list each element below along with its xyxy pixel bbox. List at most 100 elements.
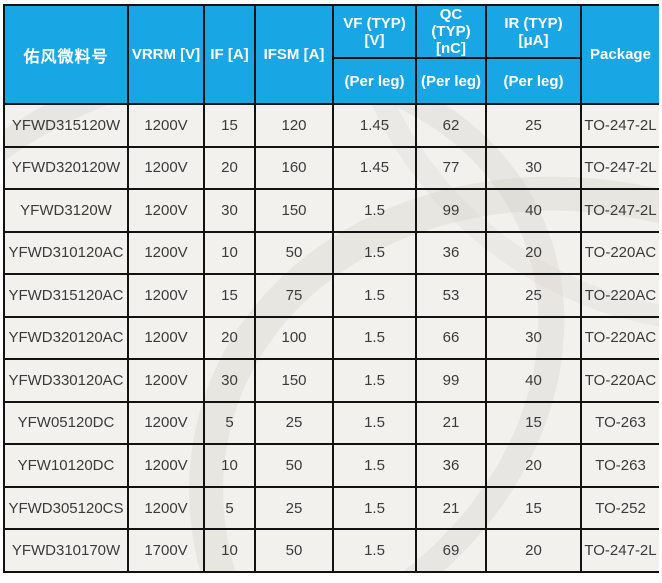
part-number-cell: YFW10120DC xyxy=(3,443,129,488)
table-cell: 21 xyxy=(415,485,487,531)
table-row: YFWD310120AC 1200V 10 50 1.5 36 20 TO-220AC xyxy=(3,230,659,276)
part-number-cell: YFWD315120AC xyxy=(3,273,129,318)
col-header-ifsm: IFSM [A] xyxy=(254,4,334,105)
part-number-cell: YFWD320120AC xyxy=(3,315,129,361)
table-cell: 50 xyxy=(254,230,334,276)
table-cell: 53 xyxy=(415,273,487,318)
table-row: YFWD320120AC 1200V 20 100 1.5 66 30 TO-220AC xyxy=(3,315,659,361)
col-header-vf: VF (TYP) [V] xyxy=(332,4,417,59)
table-cell: 20 xyxy=(203,315,256,361)
table-cell: 1200V xyxy=(127,103,205,148)
table-cell: TO-220AC xyxy=(580,230,659,276)
table-cell: 1.5 xyxy=(332,443,417,488)
table-cell: 21 xyxy=(415,400,487,446)
table-cell: 150 xyxy=(254,358,334,403)
table-cell: 1200V xyxy=(127,400,205,446)
table-row: YFWD3120W 1200V 30 150 1.5 99 40 TO-247-2L xyxy=(3,188,659,233)
table-cell: 69 xyxy=(415,528,487,573)
table-cell: 50 xyxy=(254,528,334,573)
col-header-part-number: 佑风微料号 xyxy=(3,4,129,105)
part-number-cell: YFW05120DC xyxy=(3,400,129,446)
table-cell: 36 xyxy=(415,443,487,488)
table-cell: TO-263 xyxy=(580,443,659,488)
part-number-cell: YFWD310170W xyxy=(3,528,129,573)
table-cell: 99 xyxy=(415,188,487,233)
table-cell: 25 xyxy=(485,273,582,318)
table-cell: TO-247-2L xyxy=(580,528,659,573)
table-cell: 25 xyxy=(254,485,334,531)
table-cell: 36 xyxy=(415,230,487,276)
table-cell: 40 xyxy=(485,358,582,403)
col-header-vrrm: VRRM [V] xyxy=(127,4,205,105)
table-cell: 1200V xyxy=(127,485,205,531)
product-selection-table: 佑风微料号 VRRM [V] IF [A] IFSM [A] VF (TYP) … xyxy=(3,4,659,573)
part-number-cell: YFWD3120W xyxy=(3,188,129,233)
part-number-cell: YFWD330120AC xyxy=(3,358,129,403)
table-cell: 5 xyxy=(203,485,256,531)
table-cell: 1.5 xyxy=(332,485,417,531)
table-cell: 1.45 xyxy=(332,145,417,191)
table-cell: TO-220AC xyxy=(580,273,659,318)
table-cell: TO-247-2L xyxy=(580,188,659,233)
table-cell: TO-220AC xyxy=(580,358,659,403)
table-row: YFWD315120AC 1200V 15 75 1.5 53 25 TO-220AC xyxy=(3,273,659,318)
col-header-package: Package xyxy=(580,4,659,105)
part-number-cell: YFWD315120W xyxy=(3,103,129,148)
table-cell: 62 xyxy=(415,103,487,148)
table-cell: TO-247-2L xyxy=(580,103,659,148)
col-subheader-ir-perleg: (Per leg) xyxy=(485,57,582,105)
table-cell: 1.5 xyxy=(332,273,417,318)
table-cell: 40 xyxy=(485,188,582,233)
table-cell: 1.5 xyxy=(332,315,417,361)
table-cell: 20 xyxy=(203,145,256,191)
part-number-cell: YFWD310120AC xyxy=(3,230,129,276)
table-cell: 1.5 xyxy=(332,188,417,233)
table-cell: 120 xyxy=(254,103,334,148)
table-cell: 1200V xyxy=(127,443,205,488)
part-number-cell: YFWD305120CS xyxy=(3,485,129,531)
table-cell: TO-247-2L xyxy=(580,145,659,191)
table-cell: 1.45 xyxy=(332,103,417,148)
table-cell: 1.5 xyxy=(332,528,417,573)
col-subheader-qc-perleg: (Per leg) xyxy=(415,57,487,105)
table-cell: TO-220AC xyxy=(580,315,659,361)
table-body: YFWD315120W 1200V 15 120 1.45 62 25 TO-247-2L YF… xyxy=(3,103,659,573)
table-cell: TO-252 xyxy=(580,485,659,531)
part-number-cell: YFWD320120W xyxy=(3,145,129,191)
table-cell: 50 xyxy=(254,443,334,488)
col-header-if: IF [A] xyxy=(203,4,256,105)
table-cell: 25 xyxy=(485,103,582,148)
table-cell: 77 xyxy=(415,145,487,191)
table-row: YFWD330120AC 1200V 30 150 1.5 99 40 TO-220AC xyxy=(3,358,659,403)
table-cell: 75 xyxy=(254,273,334,318)
table-cell: 1200V xyxy=(127,230,205,276)
table-cell: 30 xyxy=(485,145,582,191)
table-cell: 15 xyxy=(203,103,256,148)
table-cell: 99 xyxy=(415,358,487,403)
table-row: YFW05120DC 1200V 5 25 1.5 21 15 TO-263 xyxy=(3,400,659,446)
table-cell: 10 xyxy=(203,528,256,573)
col-header-qc: QC (TYP) [nC] xyxy=(415,4,487,59)
table-cell: 20 xyxy=(485,230,582,276)
table-cell: 20 xyxy=(485,443,582,488)
table-cell: 1200V xyxy=(127,358,205,403)
table-header: 佑风微料号 VRRM [V] IF [A] IFSM [A] VF (TYP) … xyxy=(3,4,659,105)
header-row-perleg: (Per leg) (Per leg) (Per leg) xyxy=(4,57,659,105)
col-header-ir: IR (TYP) [μA] xyxy=(485,4,582,59)
col-subheader-vf-perleg: (Per leg) xyxy=(332,57,417,105)
table-cell: 15 xyxy=(203,273,256,318)
table-cell: 1200V xyxy=(127,145,205,191)
table-cell: 1.5 xyxy=(332,358,417,403)
table-cell: 1.5 xyxy=(332,400,417,446)
table-cell: 20 xyxy=(485,528,582,573)
table-cell: 1700V xyxy=(127,528,205,573)
table-row: YFW10120DC 1200V 10 50 1.5 36 20 TO-263 xyxy=(3,443,659,488)
table-cell: 1200V xyxy=(127,273,205,318)
table-row: YFWD310170W 1700V 10 50 1.5 69 20 TO-247-2L xyxy=(3,528,659,573)
table-cell: TO-263 xyxy=(580,400,659,446)
table-cell: 30 xyxy=(203,358,256,403)
header-row-top: 佑风微料号 VRRM [V] IF [A] IFSM [A] VF (TYP) … xyxy=(3,4,659,105)
table-cell: 25 xyxy=(254,400,334,446)
table-cell: 15 xyxy=(485,400,582,446)
